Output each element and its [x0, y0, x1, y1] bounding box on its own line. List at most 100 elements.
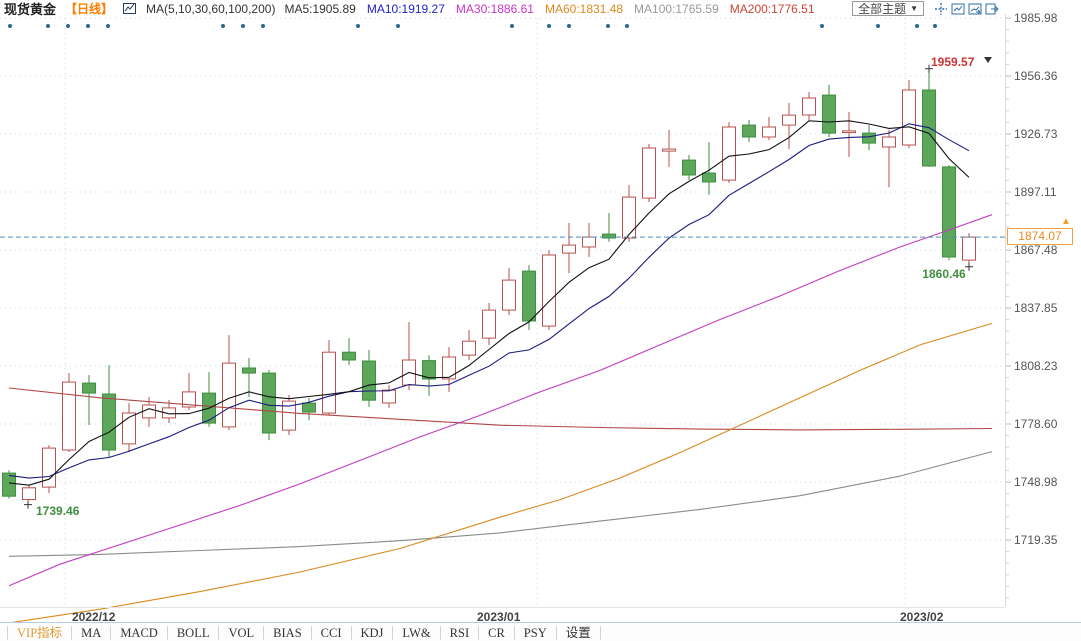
candlestick [282, 400, 296, 431]
candlestick [802, 97, 816, 116]
candlestick [582, 236, 596, 248]
ma-value-ma100: MA100:1765.59 [634, 1, 719, 16]
candlestick [2, 472, 16, 497]
ma60-line [8, 322, 993, 624]
candlestick [502, 279, 516, 311]
indicator-tab-rsi[interactable]: RSI [441, 625, 480, 640]
candlestick [782, 114, 796, 126]
current-price-tag: 1874.07 [1007, 228, 1073, 246]
candlestick [722, 126, 736, 181]
ma100-line [8, 451, 993, 557]
period-label: 【日线】 [65, 2, 114, 16]
candlestick [742, 124, 756, 138]
candlestick [882, 136, 896, 148]
indicator-tab-vol[interactable]: VOL [219, 625, 265, 640]
indicator-tab-bias[interactable]: BIAS [264, 625, 312, 640]
candlestick [842, 130, 856, 133]
candlestick [682, 159, 696, 176]
caret-down-icon: ▼ [910, 4, 918, 13]
candlestick [642, 147, 656, 199]
panel-chart-icon[interactable] [950, 1, 965, 16]
y-axis-label: 1897.11 [1014, 184, 1057, 199]
candlestick [82, 382, 96, 394]
y-axis-label: 1719.35 [1014, 533, 1058, 547]
candlestick [222, 362, 236, 428]
x-axis-label: 2023/02 [900, 610, 944, 624]
candlestick [662, 148, 676, 152]
candlestick [902, 89, 916, 146]
x-axis-label: 2023/01 [477, 610, 521, 624]
symbol-name: 现货黄金 [4, 2, 57, 17]
theme-dropdown-label: 全部主题 [858, 2, 907, 16]
indicator-tab-macd[interactable]: MACD [111, 625, 168, 640]
candlestick [182, 391, 196, 408]
x-axis: 2022/12 2023/01 2023/02 [0, 607, 1005, 624]
kline-icon [122, 1, 137, 16]
candlestick [622, 196, 636, 239]
ma-value-ma200: MA200:1776.51 [729, 1, 815, 16]
y-axis-label: 1748.98 [1014, 474, 1058, 489]
candlestick [162, 407, 176, 419]
indicator-tab-psy[interactable]: PSY [515, 625, 557, 640]
indicator-tab-kdj[interactable]: KDJ [352, 625, 394, 640]
candlestick [102, 393, 116, 451]
indicator-tab-[interactable]: 设置 [557, 625, 601, 640]
candles [2, 69, 976, 501]
crosshair-icon[interactable] [933, 1, 948, 16]
indicator-tab-cci[interactable]: CCI [312, 625, 352, 640]
candlestick [22, 487, 36, 500]
low-price-label: 1860.46 [922, 267, 966, 281]
candlestick [822, 94, 836, 134]
candlestick [942, 166, 956, 258]
candlestick [602, 233, 616, 239]
y-axis-label: 1985.98 [1014, 11, 1058, 25]
high-marker-arrow-icon [984, 57, 992, 63]
candlestick [702, 172, 716, 183]
indicator-tab-lw[interactable]: LW& [393, 625, 441, 640]
gridlines [0, 17, 1005, 607]
high-price-label: 1959.57 [931, 55, 975, 69]
indicator-tab-ma[interactable]: MA [72, 625, 112, 640]
candlestick [322, 351, 336, 414]
ma5-line [8, 120, 970, 486]
ma30-line [8, 214, 993, 587]
candlestick [382, 389, 396, 404]
y-axis-label: 1778.60 [1014, 417, 1058, 431]
price-up-arrow-icon: ▲ [1061, 216, 1071, 228]
candlestick [42, 447, 56, 488]
event-dots [8, 24, 937, 28]
ma10-line [8, 123, 970, 479]
ma-value-ma60: MA60:1831.48 [544, 1, 624, 16]
ma-value-ma10: MA10:1919.27 [366, 1, 445, 16]
ma-group-label: MA(5,10,30,60,100,200) [146, 1, 276, 16]
candlestick [62, 381, 76, 451]
candlestick [142, 404, 156, 419]
candlestick [342, 351, 356, 361]
candlestick [862, 132, 876, 144]
candlestick [462, 340, 476, 356]
candlestick [482, 309, 496, 339]
candlestick [302, 402, 316, 413]
candlestick [422, 360, 436, 380]
y-axis-label: 1867.48 [1014, 242, 1058, 257]
chart-header: 现货黄金 【日线】 MA(5,10,30,60,100,200) MA5:190… [0, 0, 1081, 17]
y-axis-label: 1837.85 [1014, 301, 1058, 315]
period-low-label: 1739.46 [36, 504, 80, 518]
candlestick [122, 412, 136, 445]
theme-dropdown[interactable]: 全部主题 ▼ [852, 1, 924, 16]
candlestick [522, 270, 536, 322]
x-axis-label: 2022/12 [72, 610, 116, 624]
candlestick [362, 360, 376, 401]
trend-export-icon[interactable] [967, 1, 982, 16]
indicator-tab-boll[interactable]: BOLL [168, 625, 220, 640]
indicator-tab-cr[interactable]: CR [479, 625, 515, 640]
candlestick [962, 236, 976, 261]
indicator-tab-vip[interactable]: VIP指标 [7, 625, 73, 640]
candlestick [442, 356, 456, 380]
candlestick [262, 372, 276, 434]
y-axis-label: 1808.23 [1014, 358, 1058, 373]
candlestick [762, 126, 776, 138]
pop-out-icon[interactable] [984, 1, 999, 16]
